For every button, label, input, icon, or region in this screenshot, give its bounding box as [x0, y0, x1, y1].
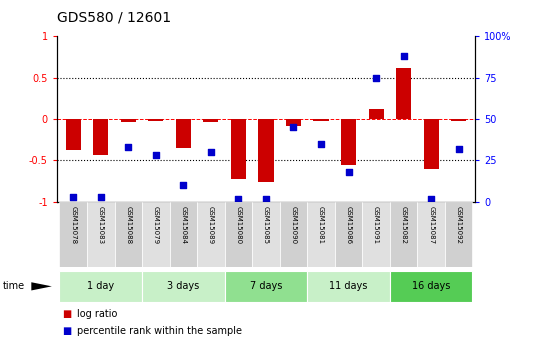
Bar: [148, 119, 164, 121]
Bar: [59, 271, 142, 302]
Text: time: time: [3, 282, 25, 291]
Text: GSM15085: GSM15085: [263, 206, 269, 244]
Text: 11 days: 11 days: [329, 282, 368, 291]
Text: GSM15090: GSM15090: [291, 206, 296, 245]
Bar: [341, 119, 356, 165]
Bar: [280, 202, 307, 267]
Bar: [93, 119, 109, 156]
Bar: [258, 119, 274, 182]
Text: GSM15088: GSM15088: [125, 206, 131, 245]
Point: [316, 141, 325, 147]
Point: [427, 196, 435, 201]
Text: GSM15078: GSM15078: [70, 206, 76, 245]
Bar: [231, 119, 246, 179]
Point: [97, 194, 105, 200]
Text: ■: ■: [62, 326, 71, 336]
Point: [261, 196, 270, 201]
Bar: [390, 271, 472, 302]
Bar: [142, 271, 225, 302]
Point: [152, 153, 160, 158]
Text: 16 days: 16 days: [412, 282, 450, 291]
Bar: [204, 119, 219, 122]
Text: GSM15092: GSM15092: [456, 206, 462, 244]
Text: log ratio: log ratio: [77, 309, 118, 319]
Text: GSM15079: GSM15079: [153, 206, 159, 245]
Bar: [176, 119, 191, 148]
Text: GSM15081: GSM15081: [318, 206, 324, 245]
Point: [344, 169, 353, 175]
Point: [372, 75, 380, 80]
Bar: [423, 119, 438, 169]
Bar: [390, 202, 417, 267]
Text: GSM15091: GSM15091: [373, 206, 379, 245]
Bar: [114, 202, 142, 267]
Bar: [66, 119, 81, 150]
Polygon shape: [31, 282, 52, 290]
Bar: [445, 202, 472, 267]
Text: GSM15084: GSM15084: [180, 206, 186, 244]
Point: [207, 149, 215, 155]
Text: 3 days: 3 days: [167, 282, 199, 291]
Bar: [307, 271, 390, 302]
Point: [289, 125, 298, 130]
Text: GSM15082: GSM15082: [401, 206, 407, 244]
Bar: [313, 119, 328, 121]
Point: [234, 196, 243, 201]
Bar: [87, 202, 114, 267]
Bar: [197, 202, 225, 267]
Bar: [362, 202, 390, 267]
Point: [454, 146, 463, 151]
Text: GSM15086: GSM15086: [346, 206, 352, 245]
Point: [124, 145, 133, 150]
Text: GDS580 / 12601: GDS580 / 12601: [57, 10, 171, 24]
Bar: [335, 202, 362, 267]
Bar: [417, 202, 445, 267]
Bar: [142, 202, 170, 267]
Bar: [121, 119, 136, 121]
Bar: [225, 202, 252, 267]
Bar: [396, 68, 411, 119]
Bar: [170, 202, 197, 267]
Text: GSM15087: GSM15087: [428, 206, 434, 245]
Bar: [368, 109, 383, 119]
Text: percentile rank within the sample: percentile rank within the sample: [77, 326, 242, 336]
Bar: [286, 119, 301, 126]
Text: GSM15080: GSM15080: [235, 206, 241, 245]
Point: [69, 194, 78, 200]
Text: 7 days: 7 days: [250, 282, 282, 291]
Bar: [59, 202, 87, 267]
Bar: [225, 271, 307, 302]
Text: GSM15089: GSM15089: [208, 206, 214, 245]
Text: GSM15083: GSM15083: [98, 206, 104, 245]
Bar: [252, 202, 280, 267]
Point: [399, 53, 408, 59]
Bar: [307, 202, 335, 267]
Text: 1 day: 1 day: [87, 282, 114, 291]
Text: ■: ■: [62, 309, 71, 319]
Point: [179, 183, 188, 188]
Bar: [451, 119, 466, 121]
